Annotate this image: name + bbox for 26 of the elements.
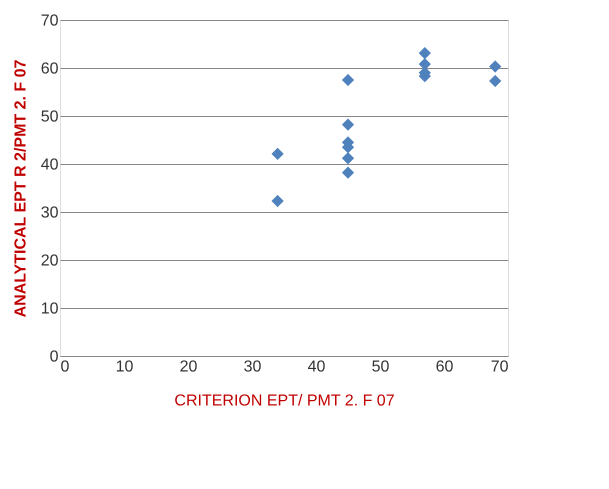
point	[418, 46, 431, 60]
point	[271, 194, 284, 208]
y-tick-label: 30	[40, 204, 59, 222]
x-tick-label: 40	[308, 358, 326, 376]
y-tick-label: 60	[40, 60, 59, 78]
point	[342, 118, 354, 131]
point	[489, 74, 502, 88]
y-tick-label: 70	[40, 12, 59, 30]
y-axis-title: ANALYTICAL EPT R 2/PMT 2. F 07	[12, 59, 30, 318]
x-tick-label: 30	[244, 358, 262, 376]
point	[342, 166, 354, 179]
x-tick-label: 60	[436, 358, 454, 376]
x-tick-label: 20	[180, 358, 198, 376]
y-tick-label: 10	[40, 300, 59, 318]
point	[271, 148, 284, 160]
x-tick-label: 50	[372, 358, 390, 376]
x-tick-label: 70	[490, 358, 509, 376]
point	[489, 60, 502, 73]
point	[342, 74, 354, 86]
y-tick-label: 40	[40, 156, 59, 174]
x-tick-label: 10	[116, 358, 134, 376]
y-tick-label: 20	[40, 252, 59, 270]
x-tick-label: 0	[60, 358, 70, 376]
x-axis-title: CRITERION EPT/ PMT 2. F 07	[174, 392, 395, 410]
point	[342, 152, 354, 164]
y-tick-label: 50	[40, 108, 59, 126]
